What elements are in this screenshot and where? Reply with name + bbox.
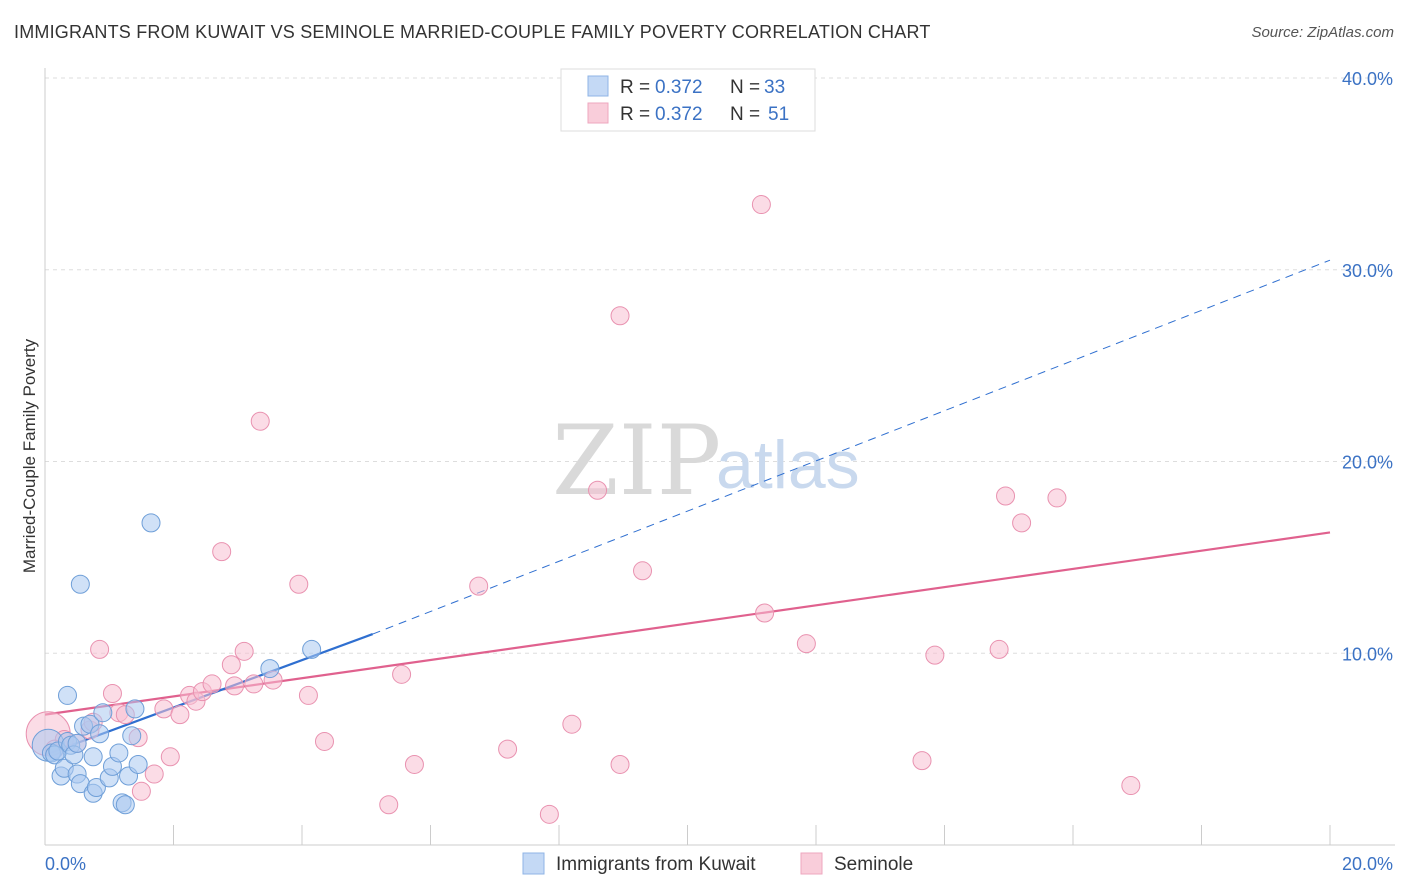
kuwait-point-32	[302, 639, 322, 659]
seminole-point-5	[90, 639, 110, 659]
legend-swatch-kuwait	[587, 75, 609, 97]
seminole-point-28	[314, 731, 334, 751]
seminole-point-37	[610, 754, 630, 774]
kuwait-point-7	[57, 685, 77, 705]
seminole-point-6	[102, 684, 122, 704]
legend-n-label-seminole: N =	[730, 104, 760, 125]
seminole-point-47	[1012, 513, 1032, 533]
seminole-point-10	[131, 781, 151, 801]
seminole-point-38	[610, 306, 630, 326]
seminole-point-29	[379, 795, 399, 815]
legend: R = 0.372 N = 33 R = 0.372 N = 51	[560, 68, 816, 132]
legend-n-value-kuwait: 33	[764, 77, 785, 98]
seminole-point-39	[633, 561, 653, 581]
kuwait-point-13	[70, 574, 90, 594]
chart-source: Source: ZipAtlas.com	[1251, 24, 1394, 41]
x-tick-label-min: 0.0%	[45, 854, 86, 874]
watermark: ZIP atlas	[552, 405, 860, 517]
seminole-point-11	[144, 764, 164, 784]
kuwait-point-29	[128, 754, 148, 774]
seminole-point-34	[539, 804, 559, 824]
seminole-point-40	[751, 195, 771, 215]
seminole-point-33	[498, 739, 518, 759]
seminole-point-30	[392, 664, 412, 684]
seminole-point-14	[170, 705, 190, 725]
bottom-legend-label-kuwait: Immigrants from Kuwait	[556, 854, 756, 875]
kuwait-point-23	[109, 743, 129, 763]
seminole-point-24	[250, 411, 270, 431]
y-tick-label-20: 20.0%	[1342, 453, 1393, 473]
kuwait-point-30	[141, 513, 161, 533]
seminole-point-18	[202, 674, 222, 694]
legend-r-label-seminole: R =	[620, 104, 650, 125]
ticks-layer: 10.0% 20.0% 30.0% 40.0% 0.0% 20.0%	[45, 69, 1393, 874]
legend-r-label-kuwait: R =	[620, 77, 650, 98]
kuwait-point-19	[90, 724, 110, 744]
y-axis-label: Married-Couple Family Poverty	[20, 338, 39, 573]
seminole-point-20	[221, 655, 241, 675]
seminole-point-45	[989, 639, 1009, 659]
seminole-point-43	[912, 751, 932, 771]
bottom-legend-swatch-kuwait	[522, 852, 545, 875]
chart-title: IMMIGRANTS FROM KUWAIT VS SEMINOLE MARRI…	[14, 22, 931, 42]
legend-n-label-kuwait: N =	[730, 77, 760, 98]
seminole-point-26	[289, 574, 309, 594]
kuwait-point-28	[125, 699, 145, 719]
watermark-zip: ZIP	[552, 405, 721, 517]
seminole-point-42	[796, 634, 816, 654]
seminole-point-32	[469, 576, 489, 596]
seminole-point-49	[1121, 776, 1141, 796]
y-tick-label-40: 40.0%	[1342, 69, 1393, 89]
kuwait-trend-line-extrapolated	[372, 259, 1331, 635]
seminole-point-13	[160, 747, 180, 767]
bottom-legend-swatch-seminole	[800, 852, 823, 875]
x-tick-label-max: 20.0%	[1342, 854, 1393, 874]
seminole-point-12	[154, 699, 174, 719]
kuwait-point-18	[86, 777, 106, 797]
kuwait-point-27	[122, 726, 142, 746]
legend-swatch-seminole	[587, 102, 609, 124]
seminole-point-19	[212, 542, 232, 562]
seminole-point-41	[755, 603, 775, 623]
seminole-point-31	[404, 754, 424, 774]
seminole-point-46	[996, 486, 1016, 506]
legend-n-value-seminole: 51	[768, 104, 789, 125]
seminole-point-44	[925, 645, 945, 665]
legend-r-value-seminole: 0.372	[655, 104, 703, 125]
kuwait-point-20	[93, 703, 113, 723]
kuwait-point-31	[260, 659, 280, 679]
seminole-point-22	[234, 641, 254, 661]
points-layer	[25, 195, 1141, 824]
bottom-legend-label-seminole: Seminole	[834, 854, 913, 875]
kuwait-point-17	[83, 747, 103, 767]
seminole-point-35	[562, 714, 582, 734]
seminole-point-36	[588, 480, 608, 500]
seminole-point-21	[225, 676, 245, 696]
seminole-point-23	[244, 674, 264, 694]
kuwait-point-10	[67, 733, 87, 753]
y-tick-label-10: 10.0%	[1342, 644, 1393, 664]
grid-layer	[45, 77, 1392, 654]
seminole-point-27	[298, 685, 318, 705]
axes-layer	[44, 68, 1395, 846]
bottom-legend: Immigrants from Kuwait Seminole	[522, 852, 913, 875]
seminole-point-48	[1047, 488, 1067, 508]
y-tick-label-30: 30.0%	[1342, 261, 1393, 281]
kuwait-point-25	[115, 795, 135, 815]
watermark-atlas: atlas	[716, 427, 860, 503]
legend-r-value-kuwait: 0.372	[655, 77, 703, 98]
